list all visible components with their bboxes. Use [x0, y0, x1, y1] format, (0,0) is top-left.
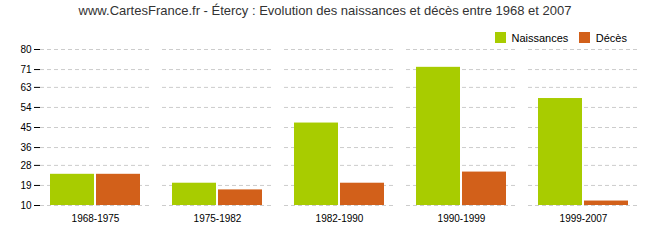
svg-text:10: 10: [20, 200, 32, 211]
svg-text:28: 28: [20, 160, 32, 171]
svg-text:36: 36: [20, 142, 32, 153]
svg-text:1999-2007: 1999-2007: [560, 213, 608, 224]
svg-text:54: 54: [20, 102, 32, 113]
svg-text:1990-1999: 1990-1999: [438, 213, 486, 224]
html-text:Naissances: Naissances: [511, 31, 569, 44]
svg-text:45: 45: [20, 122, 32, 133]
svg-text:1968-1975: 1968-1975: [72, 213, 120, 224]
html-text:www.CartesFrance.fr - Étercy :: www.CartesFrance.fr - Étercy : Evolution…: [78, 3, 572, 18]
html-text:Décès: Décès: [595, 31, 627, 44]
svg-text:80: 80: [20, 44, 32, 55]
svg-text:19: 19: [20, 180, 32, 191]
svg-text:63: 63: [20, 82, 32, 93]
svg-text:71: 71: [20, 64, 32, 75]
svg-text:1975-1982: 1975-1982: [194, 213, 242, 224]
svg-text:1982-1990: 1982-1990: [316, 213, 364, 224]
